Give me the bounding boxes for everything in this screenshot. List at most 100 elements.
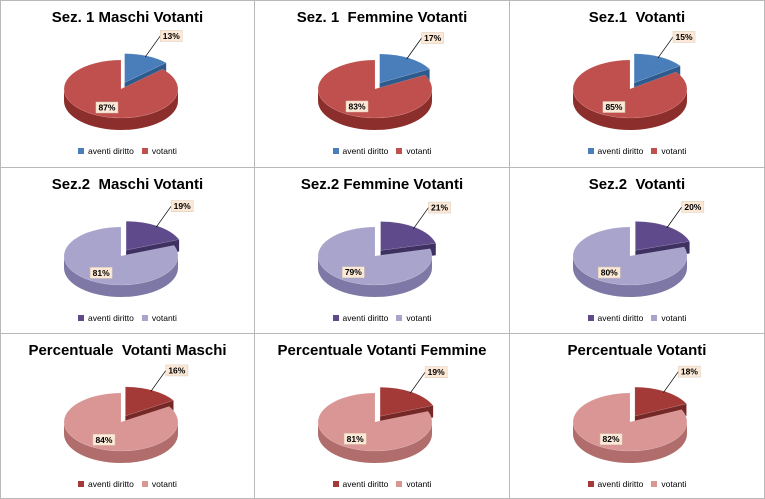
- data-label-box: [599, 433, 623, 445]
- svg-text:84%: 84%: [95, 435, 112, 445]
- legend-swatch: [587, 481, 594, 487]
- data-label-aventi-diritto: 19%: [424, 366, 448, 378]
- data-label-box: [89, 267, 113, 279]
- data-label-box: [343, 433, 367, 445]
- data-label-aventi-diritto: 20%: [681, 201, 705, 213]
- pie-chart: 19% 81%: [63, 200, 194, 297]
- pie-slice-side: [318, 256, 432, 297]
- pie-slice-votanti: [63, 392, 179, 452]
- chart-legend: aventi diritto votanti: [1, 479, 254, 489]
- legend-item: aventi diritto: [78, 313, 134, 323]
- legend-label: aventi diritto: [342, 479, 389, 489]
- chart-panel: Sez.2 Femmine Votanti 21% 79% aventi diritt…: [254, 167, 510, 334]
- legend-swatch: [587, 148, 594, 154]
- chart-title: Sez.2 Votanti: [588, 176, 686, 193]
- legend-item: aventi diritto: [332, 479, 389, 489]
- pie-slice-aventi-diritto: [125, 386, 175, 417]
- leader-line: [406, 37, 422, 60]
- data-label-votanti: 87%: [95, 101, 119, 114]
- svg-text:81%: 81%: [93, 268, 110, 278]
- legend-label: votanti: [406, 313, 432, 323]
- data-label-box: [92, 434, 116, 446]
- svg-text:80%: 80%: [601, 268, 618, 278]
- legend-label: aventi diritto: [597, 479, 644, 489]
- svg-text:21%: 21%: [431, 203, 448, 213]
- chart-title: Percentuale Votanti Maschi: [28, 342, 227, 359]
- data-label-aventi-diritto: 13%: [160, 30, 183, 42]
- data-label-votanti: 83%: [345, 100, 369, 113]
- svg-text:20%: 20%: [684, 202, 701, 212]
- svg-text:17%: 17%: [424, 33, 441, 43]
- chart-legend: aventi diritto votanti: [1, 146, 254, 156]
- legend-item: votanti: [396, 146, 431, 156]
- pie-chart: 20% 80%: [572, 201, 705, 297]
- data-label-box: [170, 200, 194, 212]
- chart-panel: Sez.1 Votanti 15% 85% aventi diritto votanti: [509, 0, 765, 168]
- svg-text:83%: 83%: [349, 101, 366, 111]
- data-label-votanti: 82%: [599, 433, 623, 445]
- pie-slice-aventi-diritto: [380, 221, 437, 251]
- pie-slice-side: [64, 422, 178, 463]
- legend-swatch: [78, 481, 85, 487]
- legend-label: votanti: [151, 313, 177, 323]
- data-label-box: [602, 101, 626, 113]
- chart-panel: Sez. 1 Femmine Votanti 17% 83% aventi dirit…: [254, 0, 510, 168]
- legend-label: votanti: [151, 479, 177, 489]
- chart-panel: Sez. 1 Maschi Votanti 13% 87% aventi diritt…: [0, 0, 255, 168]
- chart-title: Sez.2 Maschi Votanti: [51, 176, 204, 193]
- svg-text:79%: 79%: [345, 267, 362, 277]
- legend-item: votanti: [141, 146, 177, 156]
- data-label-votanti: 85%: [602, 101, 626, 113]
- chart-legend: aventi diritto votanti: [255, 313, 509, 323]
- data-label-box: [672, 31, 696, 43]
- chart-title: Sez.2 Femmine Votanti: [300, 176, 464, 193]
- legend-swatch: [141, 148, 148, 154]
- svg-text:87%: 87%: [98, 103, 115, 113]
- svg-text:16%: 16%: [168, 365, 185, 375]
- data-label-box: [428, 201, 451, 214]
- legend-label: aventi diritto: [88, 146, 134, 156]
- leader-line: [150, 370, 167, 392]
- legend-item: aventi diritto: [78, 479, 134, 489]
- leader-line: [155, 206, 172, 228]
- legend-label: aventi diritto: [597, 146, 644, 156]
- svg-text:19%: 19%: [428, 367, 445, 377]
- svg-text:82%: 82%: [603, 434, 620, 444]
- pie-slice-aventi-diritto: [633, 53, 681, 84]
- data-label-votanti: 81%: [343, 433, 367, 445]
- legend-label: votanti: [661, 479, 687, 489]
- legend-swatch: [141, 481, 148, 487]
- data-label-box: [424, 366, 448, 378]
- data-label-box: [165, 364, 189, 377]
- legend-swatch: [332, 481, 339, 487]
- pie-chart: 13% 87%: [63, 30, 183, 130]
- legend-item: votanti: [141, 479, 177, 489]
- data-label-aventi-diritto: 21%: [428, 201, 451, 214]
- pie-chart: 21% 79%: [317, 201, 451, 297]
- legend-item: aventi diritto: [587, 313, 643, 323]
- leader-line: [413, 207, 429, 229]
- pie-chart: 18% 82%: [572, 365, 701, 463]
- chart-title: Percentuale Votanti: [567, 342, 707, 359]
- legend-item: votanti: [396, 479, 431, 489]
- pie-slice-votanti: [63, 59, 179, 119]
- legend-swatch: [396, 315, 403, 321]
- leader-line: [666, 206, 683, 229]
- chart-legend: aventi diritto votanti: [255, 479, 509, 489]
- svg-text:85%: 85%: [605, 102, 622, 112]
- leader-line: [409, 372, 426, 394]
- pie-slice-side: [318, 422, 432, 463]
- legend-label: votanti: [406, 479, 432, 489]
- data-label-votanti: 80%: [597, 266, 621, 279]
- legend-swatch: [141, 315, 148, 321]
- chart-legend: aventi diritto votanti: [510, 313, 764, 323]
- legend-item: votanti: [651, 313, 686, 323]
- legend-label: aventi diritto: [88, 313, 134, 323]
- chart-title: Sez. 1 Femmine Votanti: [296, 9, 468, 26]
- legend-swatch: [396, 481, 403, 487]
- legend-label: votanti: [406, 146, 432, 156]
- legend-swatch: [651, 481, 658, 487]
- pie-chart: 19% 81%: [317, 366, 448, 463]
- legend-label: votanti: [661, 146, 687, 156]
- pie-slice-votanti: [572, 59, 688, 119]
